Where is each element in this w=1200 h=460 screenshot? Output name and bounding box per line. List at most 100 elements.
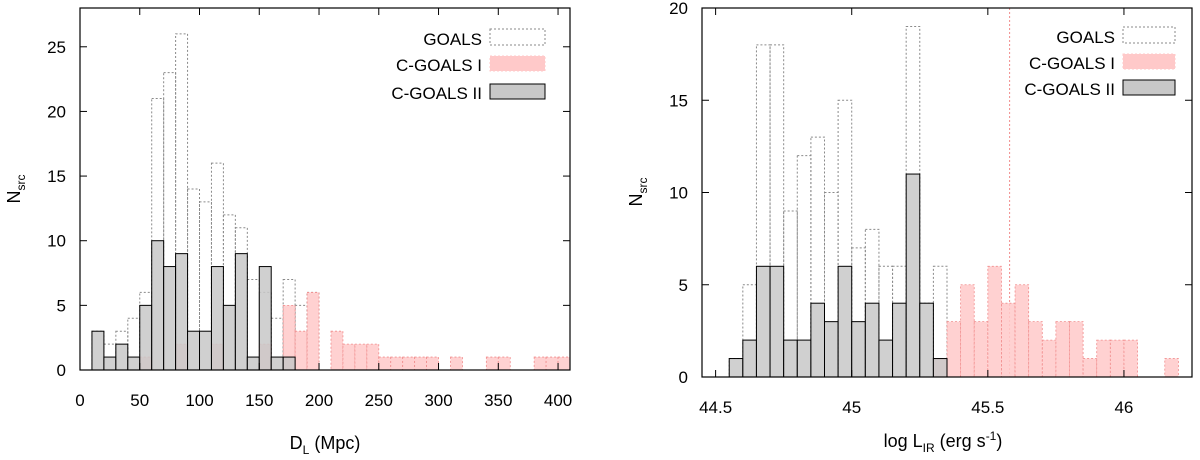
bar-solid-12 bbox=[892, 302, 907, 378]
legend: GOALS C-GOALS I C-GOALS II bbox=[391, 28, 546, 103]
x-tick-label: 0 bbox=[75, 391, 84, 410]
left-histogram-panel: 0 50 100 150 200 250 300 350 400 0 5 10 15 20 25 DL (M… bbox=[4, 7, 572, 457]
bar-solid-9 bbox=[199, 330, 212, 371]
bar-solid-14 bbox=[919, 302, 934, 378]
bar-pink-3 bbox=[973, 321, 989, 378]
bar-pink-17 bbox=[485, 356, 499, 371]
bar-pink-7 bbox=[1028, 321, 1043, 378]
legend-label-cgoals2: C-GOALS II bbox=[391, 84, 482, 103]
bar-solid-5 bbox=[151, 240, 165, 371]
x-tick-label: 44.5 bbox=[699, 398, 732, 417]
bar-pink-7 bbox=[330, 330, 344, 371]
legend-label-cgoals1: C-GOALS I bbox=[1029, 54, 1115, 73]
bar-pink-9 bbox=[1055, 321, 1070, 378]
bar-solid-7 bbox=[824, 321, 839, 378]
bar-solid-13 bbox=[905, 173, 921, 378]
y-tick-label: 20 bbox=[47, 102, 66, 121]
bar-solid-4 bbox=[783, 339, 798, 378]
right-histogram-panel: 44.5 45 45.5 46 0 5 10 15 20 log LIR (erg s-1) N… bbox=[626, 0, 1193, 455]
bar-pink-15 bbox=[426, 356, 439, 371]
bar-solid-15 bbox=[270, 356, 284, 371]
bar-pink-10 bbox=[1069, 321, 1084, 378]
bar-solid-10 bbox=[864, 302, 880, 378]
bar-pink-9 bbox=[354, 343, 368, 371]
bar-pink-6 bbox=[306, 292, 320, 371]
bar-pink-6 bbox=[1014, 284, 1030, 378]
bar-solid-8 bbox=[837, 265, 853, 378]
x-axis-label: log LIR (erg s-1) bbox=[884, 429, 1003, 455]
x-tick-label: 45.5 bbox=[971, 398, 1004, 417]
bar-solid-12 bbox=[234, 253, 248, 371]
x-tick-label: 350 bbox=[484, 391, 512, 410]
bar-solid-14 bbox=[258, 266, 272, 371]
x-tick-label: 100 bbox=[185, 391, 213, 410]
legend-label-goals: GOALS bbox=[423, 30, 482, 49]
bar-solid-11 bbox=[878, 339, 894, 378]
x-tick-label: 250 bbox=[365, 391, 393, 410]
x-tick-label: 45 bbox=[842, 398, 861, 417]
legend-swatch-cgoals1 bbox=[489, 55, 546, 72]
legend-swatch-goals bbox=[489, 28, 546, 46]
y-tick-label: 25 bbox=[47, 38, 66, 57]
legend-label-cgoals2: C-GOALS II bbox=[1024, 80, 1115, 99]
legend-label-cgoals1: C-GOALS I bbox=[396, 56, 482, 75]
legend: GOALS C-GOALS I C-GOALS II bbox=[1024, 26, 1176, 99]
x-tick-label: 150 bbox=[245, 391, 273, 410]
legend-swatch-cgoals2 bbox=[489, 83, 546, 100]
x-tick-label: 400 bbox=[544, 391, 572, 410]
bar-pink-14 bbox=[1123, 339, 1138, 378]
bar-solid-2 bbox=[115, 343, 129, 371]
bar-pink-14 bbox=[414, 356, 427, 371]
bar-pink-19 bbox=[533, 356, 547, 371]
y-tick-label: 15 bbox=[669, 91, 688, 110]
y-tick-label: 10 bbox=[669, 184, 688, 203]
bar-pink-13 bbox=[1109, 339, 1125, 378]
bar-solid-1 bbox=[103, 356, 117, 371]
bar-solid-0 bbox=[91, 330, 105, 371]
bar-dotted-8 bbox=[187, 188, 201, 371]
y-tick-label: 0 bbox=[679, 368, 688, 387]
cgoals2-bars bbox=[91, 240, 296, 371]
bar-pink-16 bbox=[450, 356, 463, 371]
cgoals1-bars bbox=[932, 265, 1179, 378]
bar-pink-11 bbox=[378, 356, 392, 371]
bar-solid-15 bbox=[932, 358, 948, 378]
bar-solid-13 bbox=[246, 356, 260, 371]
x-tick-label: 50 bbox=[130, 391, 149, 410]
bar-pink-21 bbox=[557, 356, 571, 371]
bar-solid-7 bbox=[175, 253, 189, 371]
bar-solid-11 bbox=[222, 304, 236, 371]
bar-pink-8 bbox=[342, 343, 356, 371]
bar-solid-8 bbox=[187, 330, 201, 371]
legend-swatch-cgoals2 bbox=[1122, 79, 1176, 96]
bar-pink-10 bbox=[366, 343, 380, 371]
y-tick-label: 15 bbox=[47, 167, 66, 186]
bar-solid-2 bbox=[755, 265, 771, 378]
bar-pink-5 bbox=[1001, 302, 1016, 378]
bar-pink-4 bbox=[987, 265, 1002, 378]
bar-solid-6 bbox=[163, 266, 177, 371]
plot-frame bbox=[79, 7, 571, 371]
bar-pink-11 bbox=[1082, 358, 1098, 378]
bar-pink-18 bbox=[497, 356, 511, 371]
bar-solid-3 bbox=[769, 265, 785, 378]
bar-pink-15 bbox=[1164, 358, 1179, 378]
y-axis-label: Nsrc bbox=[626, 178, 650, 207]
bar-solid-10 bbox=[210, 266, 224, 371]
legend-label-goals: GOALS bbox=[1056, 28, 1115, 47]
bar-pink-13 bbox=[402, 356, 416, 371]
bar-solid-16 bbox=[282, 356, 296, 371]
x-tick-label: 300 bbox=[424, 391, 452, 410]
y-tick-label: 5 bbox=[679, 276, 688, 295]
bar-solid-9 bbox=[851, 321, 866, 378]
bar-pink-12 bbox=[390, 356, 404, 371]
bar-pink-5 bbox=[294, 330, 308, 371]
bar-pink-20 bbox=[545, 356, 559, 371]
x-axis-label: DL (Mpc) bbox=[290, 433, 361, 457]
bar-solid-5 bbox=[796, 339, 812, 378]
y-axis-label: Nsrc bbox=[4, 175, 28, 204]
bar-solid-0 bbox=[728, 358, 744, 378]
bar-solid-1 bbox=[742, 339, 757, 378]
y-tick-label: 20 bbox=[669, 0, 688, 18]
